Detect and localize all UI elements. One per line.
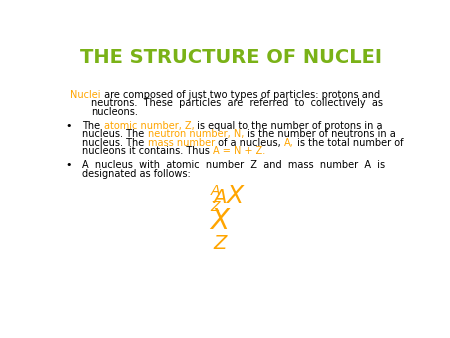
Text: mass number: mass number: [148, 138, 215, 148]
Text: of a nucleus,: of a nucleus,: [215, 138, 284, 148]
Text: •: •: [65, 121, 72, 131]
Text: $Z$: $Z$: [210, 200, 222, 214]
Text: nucleons.: nucleons.: [91, 107, 138, 117]
Text: designated as follows:: designated as follows:: [82, 169, 191, 178]
Text: A  nucleus  with  atomic  number  Z  and  mass  number  A  is: A nucleus with atomic number Z and mass …: [82, 160, 386, 170]
Text: are composed of just two types of particles: protons and: are composed of just two types of partic…: [101, 90, 380, 100]
Text: THE STRUCTURE OF NUCLEI: THE STRUCTURE OF NUCLEI: [80, 48, 382, 67]
Text: is the number of neutrons in a: is the number of neutrons in a: [244, 129, 396, 139]
Text: nucleus. The: nucleus. The: [82, 129, 148, 139]
Text: nucleons it contains. Thus: nucleons it contains. Thus: [82, 146, 213, 156]
Text: •: •: [65, 160, 72, 170]
Text: A = N + Z.: A = N + Z.: [213, 146, 266, 156]
Text: nucleus. The: nucleus. The: [82, 138, 148, 148]
Text: The: The: [82, 121, 104, 131]
Text: $X$: $X$: [225, 184, 246, 208]
Text: is the total number of: is the total number of: [293, 138, 403, 148]
Text: $A$: $A$: [210, 184, 221, 198]
Text: Nuclei: Nuclei: [70, 90, 101, 100]
Text: atomic number, Z,: atomic number, Z,: [104, 121, 194, 131]
Text: is equal to the number of protons in a: is equal to the number of protons in a: [194, 121, 383, 131]
Text: $\mathit{\underset{Z}{\overset{A}{X}}}$: $\mathit{\underset{Z}{\overset{A}{X}}}$: [209, 187, 231, 252]
Text: neutron number, N,: neutron number, N,: [148, 129, 244, 139]
Text: A,: A,: [284, 138, 293, 148]
Text: neutrons.  These  particles  are  referred  to  collectively  as: neutrons. These particles are referred t…: [91, 98, 383, 108]
